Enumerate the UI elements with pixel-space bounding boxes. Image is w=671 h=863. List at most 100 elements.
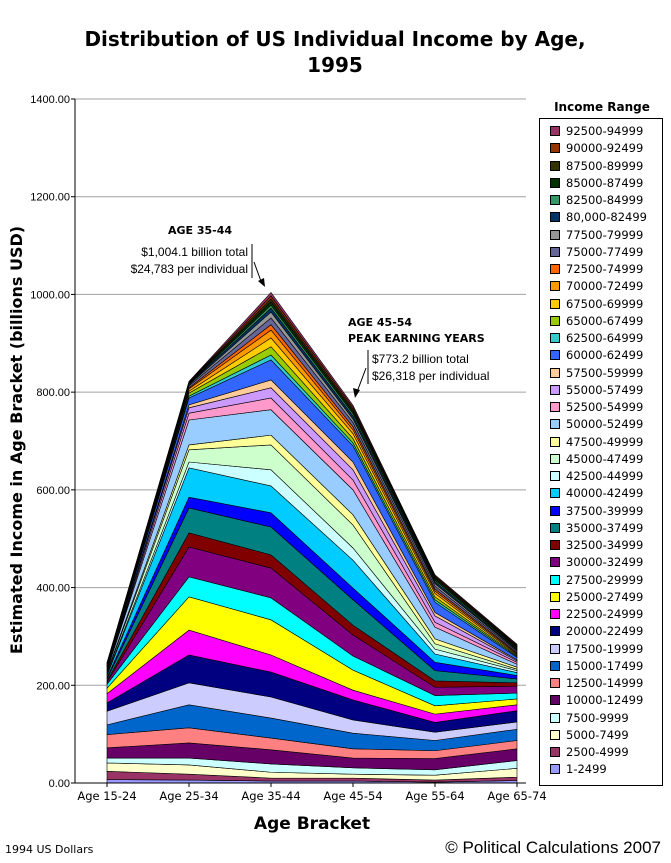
legend-swatch	[550, 350, 560, 361]
legend-item: 30000-32499	[550, 555, 643, 569]
y-tick-label: 800.00	[36, 387, 70, 399]
legend-label: 30000-32499	[566, 555, 644, 570]
legend-label: 15000-17499	[566, 658, 644, 673]
legend-item: 70000-72499	[550, 279, 643, 293]
legend-item: 60000-62499	[550, 348, 643, 362]
legend-item: 67500-69999	[550, 297, 643, 311]
legend-swatch	[550, 591, 560, 602]
legend-item: 35000-37499	[550, 521, 643, 535]
legend-swatch	[550, 246, 560, 257]
legend-label: 57500-59999	[566, 365, 644, 380]
legend-item: 5000-7499	[550, 728, 629, 742]
legend-item: 62500-64999	[550, 331, 643, 345]
legend-label: 20000-22499	[566, 624, 644, 639]
legend-label: 82500-84999	[566, 193, 644, 207]
x-tick-label: Age 25-34	[159, 789, 218, 803]
legend-label: 25000-27499	[566, 589, 644, 604]
chart-title: Distribution of US Individual Income by …	[84, 27, 586, 77]
legend-item: 1-2499	[550, 762, 607, 776]
legend-swatch	[550, 281, 560, 292]
x-axis-label: Age Bracket	[253, 814, 371, 834]
legend-swatch	[550, 402, 560, 412]
legend-item: 72500-74999	[550, 262, 643, 276]
legend-swatch	[550, 729, 560, 740]
legend-label: 35000-37499	[566, 520, 644, 535]
legend-label: 42500-44999	[566, 469, 644, 483]
legend-swatch	[550, 747, 560, 757]
legend-swatch	[550, 712, 560, 723]
legend-label: 55000-57499	[566, 382, 644, 397]
legend-swatch	[550, 436, 560, 447]
legend-item: 37500-39999	[550, 504, 643, 518]
legend-label: 50000-52499	[566, 417, 644, 432]
legend-label: 75000-77499	[566, 244, 644, 259]
annotation-heading: PEAK EARNING YEARS	[348, 332, 485, 345]
legend-item: 47500-49999	[550, 435, 643, 449]
legend-item: 90000-92499	[550, 141, 643, 155]
legend-label: 27500-29999	[566, 572, 644, 587]
legend-item: 10000-12499	[550, 693, 643, 707]
legend-swatch	[550, 143, 560, 154]
y-tick-label: 1400.00	[30, 94, 70, 106]
legend-swatch	[550, 695, 560, 706]
legend-label: 65000-67499	[566, 313, 644, 328]
legend-item: 55000-57499	[550, 383, 643, 397]
legend-swatch	[550, 419, 560, 430]
legend-item: 45000-47499	[550, 452, 643, 466]
legend-item: 42500-44999	[550, 469, 643, 483]
legend-swatch	[550, 557, 560, 568]
legend-label: 60000-62499	[566, 348, 644, 363]
legend-label: 7500-9999	[566, 710, 629, 725]
y-tick-label: 0.00	[49, 778, 70, 790]
legend-label: 62500-64999	[566, 331, 644, 345]
legend-swatch	[550, 522, 560, 533]
legend-item: 20000-22499	[550, 624, 643, 638]
legend-item: 75000-77499	[550, 245, 643, 259]
y-tick-label: 600.00	[36, 485, 70, 497]
legend-swatch	[550, 177, 560, 188]
legend-label: 90000-92499	[566, 141, 644, 156]
legend-item: 50000-52499	[550, 417, 643, 431]
legend-swatch	[550, 453, 560, 464]
legend-item: 7500-9999	[550, 711, 629, 725]
legend: 92500-94999 90000-92499 87500-89999 85000-8…	[539, 118, 663, 786]
legend-item: 80,000-82499	[550, 210, 647, 224]
legend-label: 87500-89999	[566, 158, 644, 173]
arrow-head-icon	[353, 388, 360, 398]
legend-label: 80,000-82499	[566, 210, 647, 225]
credit: © Political Calculations 2007	[445, 838, 661, 857]
x-tick-label: Age 45-54	[323, 789, 382, 803]
legend-item: 17500-19999	[550, 642, 643, 656]
legend-swatch	[550, 488, 560, 499]
legend-item: 92500-94999	[550, 124, 643, 138]
legend-swatch	[550, 540, 560, 550]
annotation-text: $24,783 per individual	[131, 262, 248, 276]
legend-label: 22500-24999	[566, 607, 644, 621]
legend-item: 65000-67499	[550, 314, 643, 328]
legend-item: 87500-89999	[550, 159, 643, 173]
legend-item: 77500-79999	[550, 228, 643, 242]
annotation-text: $26,318 per individual	[372, 369, 489, 383]
annotation-heading: AGE 35-44	[168, 224, 232, 237]
legend-label: 37500-39999	[566, 503, 644, 518]
y-axis-label: Estimated Income in Age Bracket (billion…	[7, 225, 26, 655]
y-tick-label: 1200.00	[30, 192, 70, 204]
legend-label: 85000-87499	[566, 175, 644, 190]
legend-item: 57500-59999	[550, 366, 643, 380]
legend-label: 77500-79999	[566, 227, 644, 242]
legend-item: 22500-24999	[550, 607, 643, 621]
legend-item: 2500-4999	[550, 745, 629, 759]
annotation-text: $773.2 billion total	[372, 352, 469, 366]
legend-swatch	[550, 609, 560, 619]
legend-swatch	[550, 195, 560, 205]
legend-label: 17500-19999	[566, 641, 644, 656]
legend-item: 82500-84999	[550, 193, 643, 207]
annotation-heading: AGE 45-54	[348, 316, 412, 329]
legend-item: 25000-27499	[550, 590, 643, 604]
x-tick-label: Age 65-74	[487, 789, 546, 803]
legend-swatch	[550, 212, 560, 223]
legend-label: 72500-74999	[566, 262, 644, 276]
y-tick-label: 200.00	[36, 680, 70, 692]
legend-swatch	[550, 626, 560, 637]
